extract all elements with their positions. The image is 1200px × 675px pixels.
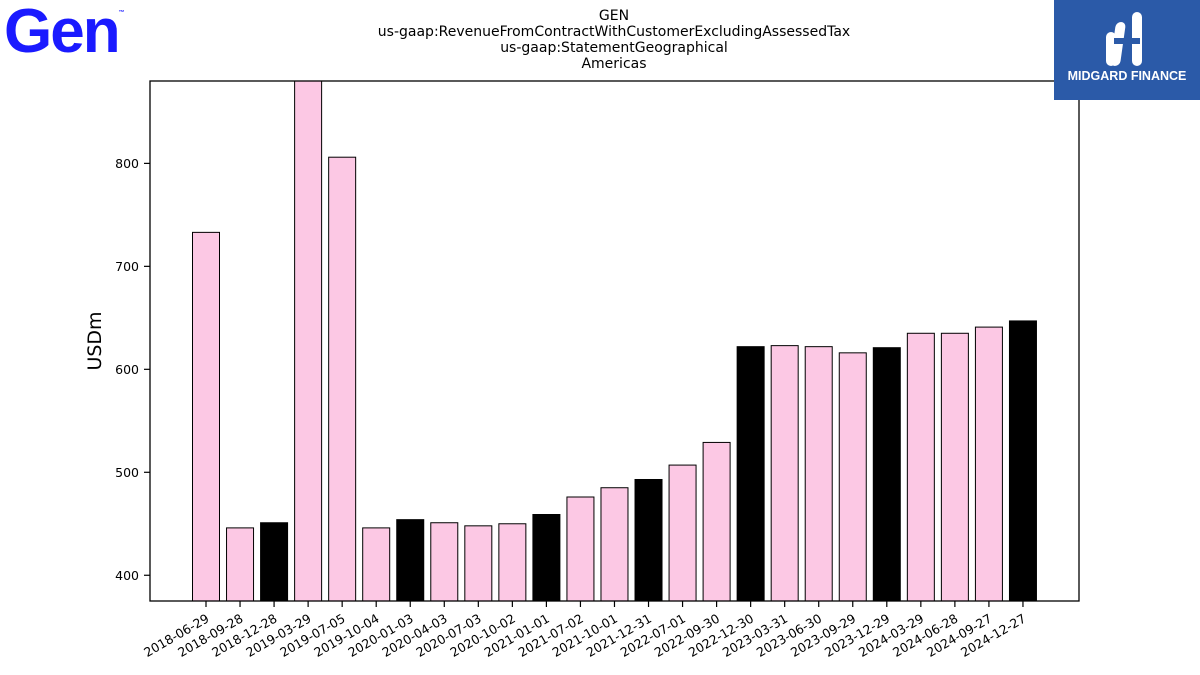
y-tick-label: 400 bbox=[115, 568, 139, 583]
x-axis-ticks: 2018-06-292018-09-282018-12-282019-03-29… bbox=[141, 601, 1028, 660]
bar bbox=[362, 527, 391, 602]
bar bbox=[736, 346, 765, 602]
bar bbox=[464, 525, 493, 602]
title-line: Americas bbox=[581, 56, 646, 72]
y-tick-label: 500 bbox=[115, 465, 139, 480]
bar bbox=[260, 522, 289, 602]
y-tick-label: 600 bbox=[115, 362, 139, 377]
bar bbox=[532, 514, 561, 602]
bar bbox=[906, 332, 935, 602]
gen-logo-text: Gen bbox=[4, 0, 121, 66]
plot-frame bbox=[149, 80, 1080, 602]
midgard-finance-logo: MIDGARD FINANCE bbox=[1054, 0, 1200, 100]
title-line: GEN bbox=[599, 8, 629, 24]
y-axis-ticks: 400 500 600 700 800 bbox=[115, 156, 150, 583]
y-axis-label: USDm bbox=[84, 311, 106, 370]
bar bbox=[702, 441, 731, 602]
midgard-logo-text: MIDGARD FINANCE bbox=[1067, 69, 1187, 83]
bar bbox=[634, 478, 663, 602]
bar bbox=[498, 523, 527, 602]
bar bbox=[974, 326, 1003, 602]
bar bbox=[226, 527, 255, 602]
gen-logo: Gen™ bbox=[4, 0, 125, 67]
bar bbox=[838, 352, 867, 602]
bar bbox=[668, 464, 697, 602]
bar bbox=[940, 332, 969, 602]
bar-series bbox=[192, 80, 1037, 602]
chart-title: GENus-gaap:RevenueFromContractWithCustom… bbox=[378, 8, 850, 72]
bar bbox=[770, 345, 799, 602]
bar bbox=[566, 496, 595, 602]
bar bbox=[430, 522, 459, 602]
trademark-symbol: ™ bbox=[118, 10, 125, 16]
title-line: us-gaap:RevenueFromContractWithCustomerE… bbox=[378, 24, 850, 40]
bar bbox=[192, 231, 220, 602]
title-line: us-gaap:StatementGeographical bbox=[500, 40, 728, 56]
bar bbox=[294, 80, 323, 602]
bar bbox=[804, 346, 833, 602]
bar bbox=[600, 487, 629, 602]
bar bbox=[396, 519, 425, 602]
bar bbox=[328, 156, 357, 602]
y-tick-label: 700 bbox=[115, 259, 139, 274]
y-tick-label: 800 bbox=[115, 156, 139, 171]
bar bbox=[872, 347, 901, 602]
midgard-logo-icon bbox=[1106, 12, 1142, 66]
bar bbox=[1008, 320, 1037, 602]
